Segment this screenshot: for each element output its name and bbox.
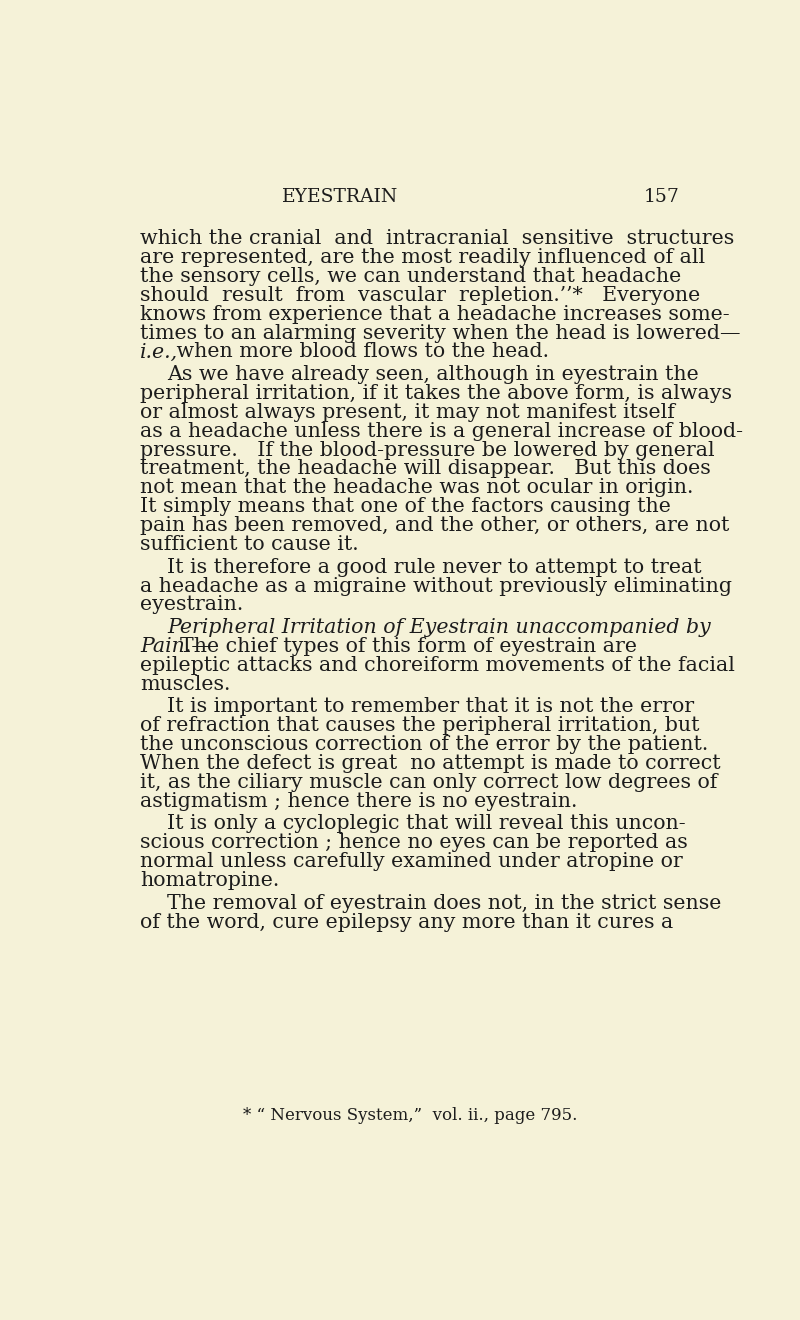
Text: It is therefore a good rule never to attempt to treat: It is therefore a good rule never to att…: [167, 557, 702, 577]
Text: knows from experience that a headache increases some-: knows from experience that a headache in…: [140, 305, 730, 323]
Text: scious correction ; hence no eyes can be reported as: scious correction ; hence no eyes can be…: [140, 833, 688, 853]
Text: peripheral irritation, if it takes the above form, is always: peripheral irritation, if it takes the a…: [140, 384, 732, 403]
Text: not mean that the headache was not ocular in origin.: not mean that the headache was not ocula…: [140, 478, 694, 498]
Text: times to an alarming severity when the head is lowered—: times to an alarming severity when the h…: [140, 323, 741, 343]
Text: or almost always present, it may not manifest itself: or almost always present, it may not man…: [140, 403, 675, 422]
Text: the unconscious correction of the error by the patient.: the unconscious correction of the error …: [140, 735, 709, 754]
Text: * “ Nervous System,”  vol. ii., page 795.: * “ Nervous System,” vol. ii., page 795.: [243, 1107, 577, 1125]
Text: Pain.—: Pain.—: [140, 638, 212, 656]
Text: The removal of eyestrain does not, in the strict sense: The removal of eyestrain does not, in th…: [167, 894, 722, 912]
Text: treatment, the headache will disappear.   But this does: treatment, the headache will disappear. …: [140, 459, 711, 478]
Text: it, as the ciliary muscle can only correct low degrees of: it, as the ciliary muscle can only corre…: [140, 774, 718, 792]
Text: EYESTRAIN: EYESTRAIN: [282, 187, 398, 206]
Text: should  result  from  vascular  repletion.’’*   Everyone: should result from vascular repletion.’’…: [140, 286, 701, 305]
Text: It is only a cycloplegic that will reveal this uncon-: It is only a cycloplegic that will revea…: [167, 814, 686, 833]
Text: It is important to remember that it is not the error: It is important to remember that it is n…: [167, 697, 694, 717]
Text: as a headache unless there is a general increase of blood-: as a headache unless there is a general …: [140, 422, 743, 441]
Text: homatropine.: homatropine.: [140, 871, 279, 890]
Text: sufficient to cause it.: sufficient to cause it.: [140, 535, 359, 554]
Text: i.e.,: i.e.,: [140, 342, 178, 362]
Text: a headache as a migraine without previously eliminating: a headache as a migraine without previou…: [140, 577, 732, 595]
Text: The chief types of this form of eyestrain are: The chief types of this form of eyestrai…: [180, 638, 637, 656]
Text: It simply means that one of the factors causing the: It simply means that one of the factors …: [140, 498, 671, 516]
Text: 157: 157: [644, 187, 680, 206]
Text: of the word, cure epilepsy any more than it cures a: of the word, cure epilepsy any more than…: [140, 912, 674, 932]
Text: when more blood flows to the head.: when more blood flows to the head.: [170, 342, 549, 362]
Text: pain has been removed, and the other, or others, are not: pain has been removed, and the other, or…: [140, 516, 730, 535]
Text: the sensory cells, we can understand that headache: the sensory cells, we can understand tha…: [140, 267, 682, 286]
Text: which the cranial  and  intracranial  sensitive  structures: which the cranial and intracranial sensi…: [140, 230, 734, 248]
Text: When the defect is great  no attempt is made to correct: When the defect is great no attempt is m…: [140, 754, 721, 774]
Text: normal unless carefully examined under atropine or: normal unless carefully examined under a…: [140, 853, 683, 871]
Text: are represented, are the most readily influenced of all: are represented, are the most readily in…: [140, 248, 706, 267]
Text: muscles.: muscles.: [140, 675, 230, 694]
Text: As we have already seen, although in eyestrain the: As we have already seen, although in eye…: [167, 366, 699, 384]
Text: eyestrain.: eyestrain.: [140, 595, 243, 614]
Text: epileptic attacks and choreiform movements of the facial: epileptic attacks and choreiform movemen…: [140, 656, 735, 675]
Text: astigmatism ; hence there is no eyestrain.: astigmatism ; hence there is no eyestrai…: [140, 792, 578, 810]
Text: of refraction that causes the peripheral irritation, but: of refraction that causes the peripheral…: [140, 717, 700, 735]
Text: Peripheral Irritation of Eyestrain unaccompanied by: Peripheral Irritation of Eyestrain unacc…: [167, 618, 711, 638]
Text: pressure.   If the blood-pressure be lowered by general: pressure. If the blood-pressure be lower…: [140, 441, 715, 459]
